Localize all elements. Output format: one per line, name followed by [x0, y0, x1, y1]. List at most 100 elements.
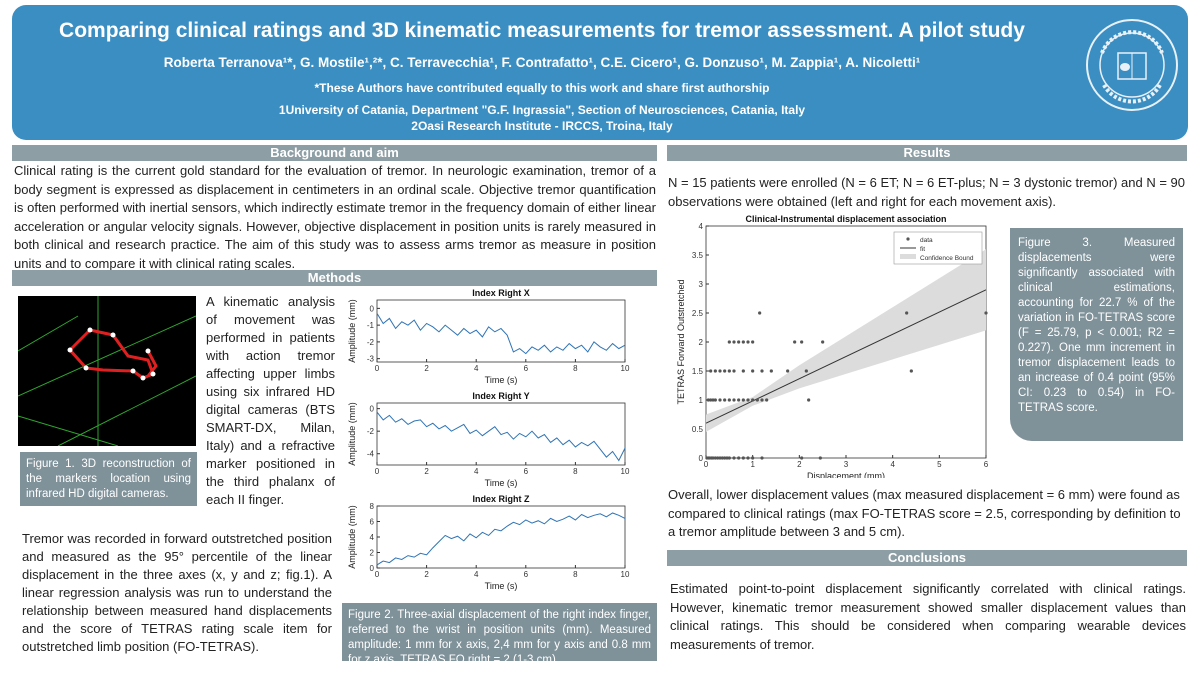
x-tick-label: 10	[621, 364, 630, 373]
section-heading: Results	[667, 145, 1187, 161]
x-tick-label: 2	[797, 460, 802, 469]
y-tick-label: 2	[370, 549, 375, 558]
section-heading: Conclusions	[667, 550, 1187, 566]
y-axis-label: TETRAS Forward Outstretched	[676, 279, 686, 404]
y-tick-label: 2	[699, 338, 704, 347]
legend-swatch	[900, 254, 916, 259]
section-heading: Methods	[12, 270, 657, 286]
y-tick-label: 8	[370, 502, 375, 511]
y-tick-label: -2	[367, 427, 375, 436]
x-tick-label: 4	[474, 467, 479, 476]
data-point	[725, 456, 729, 460]
data-point	[711, 456, 715, 460]
results-text: Overall, lower displacement values (max …	[668, 487, 1181, 539]
y-tick-label: 6	[370, 518, 375, 527]
data-point	[727, 340, 731, 344]
data-point	[758, 311, 762, 315]
data-point	[804, 369, 808, 373]
methods-text: A kinematic analysis of movement was per…	[206, 294, 335, 507]
data-point	[713, 369, 717, 373]
figure-1-image	[18, 296, 196, 446]
data-point	[984, 311, 988, 315]
plot-x: 0 2 4 6 8 10 0 -1 -2 -3 Index Right X Time (s) Ampli…	[347, 288, 630, 385]
y-axis-label: Amplitude (mm)	[347, 299, 357, 363]
data-point	[737, 340, 741, 344]
data-point	[723, 369, 727, 373]
x-axis-label: Time (s)	[485, 375, 518, 385]
grid-3d	[18, 296, 196, 446]
y-tick-label: 4	[370, 533, 375, 542]
methods-text: Tremor was recorded in forward outstretc…	[22, 531, 332, 654]
x-tick-label: 4	[474, 364, 479, 373]
x-tick-label: 10	[621, 467, 630, 476]
header-banner: Comparing clinical ratings and 3D kinema…	[12, 5, 1188, 140]
plot-area	[376, 299, 626, 363]
data-point	[720, 456, 724, 460]
y-axis-label: Amplitude (mm)	[347, 402, 357, 466]
data-point	[718, 369, 722, 373]
authors: Roberta Terranova¹*, G. Mostile¹,²*, C. …	[163, 55, 921, 70]
y-tick-label: -1	[367, 321, 375, 330]
y-tick-label: 0	[370, 405, 375, 414]
legend-swatch	[906, 237, 910, 241]
series-line	[376, 313, 626, 355]
y-axis-label: Amplitude (mm)	[347, 505, 357, 569]
data-point	[718, 456, 722, 460]
data-point	[786, 369, 790, 373]
x-tick-label: 0	[375, 570, 380, 579]
y-tick-label: 2.5	[692, 309, 704, 318]
y-tick-label: 0	[699, 454, 704, 463]
x-tick-label: 8	[573, 364, 578, 373]
data-point	[746, 340, 750, 344]
data-point	[727, 398, 731, 402]
y-tick-label: 1	[699, 396, 704, 405]
plot-area	[376, 505, 626, 569]
y-tick-label: 3	[699, 280, 704, 289]
data-point	[709, 369, 713, 373]
y-tick-label: -2	[367, 338, 375, 347]
x-tick-label: 6	[524, 570, 529, 579]
data-point	[807, 398, 811, 402]
data-point	[746, 456, 750, 460]
data-point	[818, 456, 822, 460]
plot-y: 0 2 4 6 8 10 0 -2 -4 Index Right Y Time (s) Amplitu…	[347, 391, 630, 488]
data-point	[793, 340, 797, 344]
data-point	[713, 398, 717, 402]
data-point	[751, 398, 755, 402]
x-tick-label: 3	[844, 460, 849, 469]
x-tick-label: 2	[424, 467, 429, 476]
data-point	[760, 398, 764, 402]
logo-ring	[1086, 19, 1178, 111]
figure-1-caption: Figure 1. 3D reconstruction of the marke…	[20, 452, 197, 506]
y-tick-label: -4	[367, 450, 375, 459]
y-tick-label: 3.5	[692, 251, 704, 260]
data-point	[741, 340, 745, 344]
data-point	[741, 398, 745, 402]
data-point	[765, 398, 769, 402]
data-point	[718, 398, 722, 402]
data-point	[727, 456, 731, 460]
x-tick-label: 2	[424, 364, 429, 373]
x-tick-label: 5	[937, 460, 942, 469]
y-tick-label: 0	[370, 564, 375, 573]
x-axis-label: Displacement (mm)	[807, 471, 885, 478]
title: Comparing clinical ratings and 3D kinema…	[59, 19, 1025, 42]
x-tick-label: 4	[474, 570, 479, 579]
data-point	[732, 340, 736, 344]
x-axis-label: Time (s)	[485, 478, 518, 488]
section-heading: Background and aim	[12, 145, 657, 161]
x-tick-label: 6	[524, 364, 529, 373]
x-tick-label: 1	[750, 460, 755, 469]
markers	[67, 327, 156, 381]
data-point	[751, 456, 755, 460]
data-point	[737, 398, 741, 402]
legend-label: data	[920, 237, 933, 244]
data-point	[905, 311, 909, 315]
data-point	[821, 340, 825, 344]
confidence-band	[706, 249, 986, 432]
results-text: N = 15 patients were enrolled (N = 6 ET;…	[668, 175, 1185, 209]
legend-label: Confidence Bound	[920, 255, 974, 262]
y-tick-label: 0	[370, 304, 375, 313]
